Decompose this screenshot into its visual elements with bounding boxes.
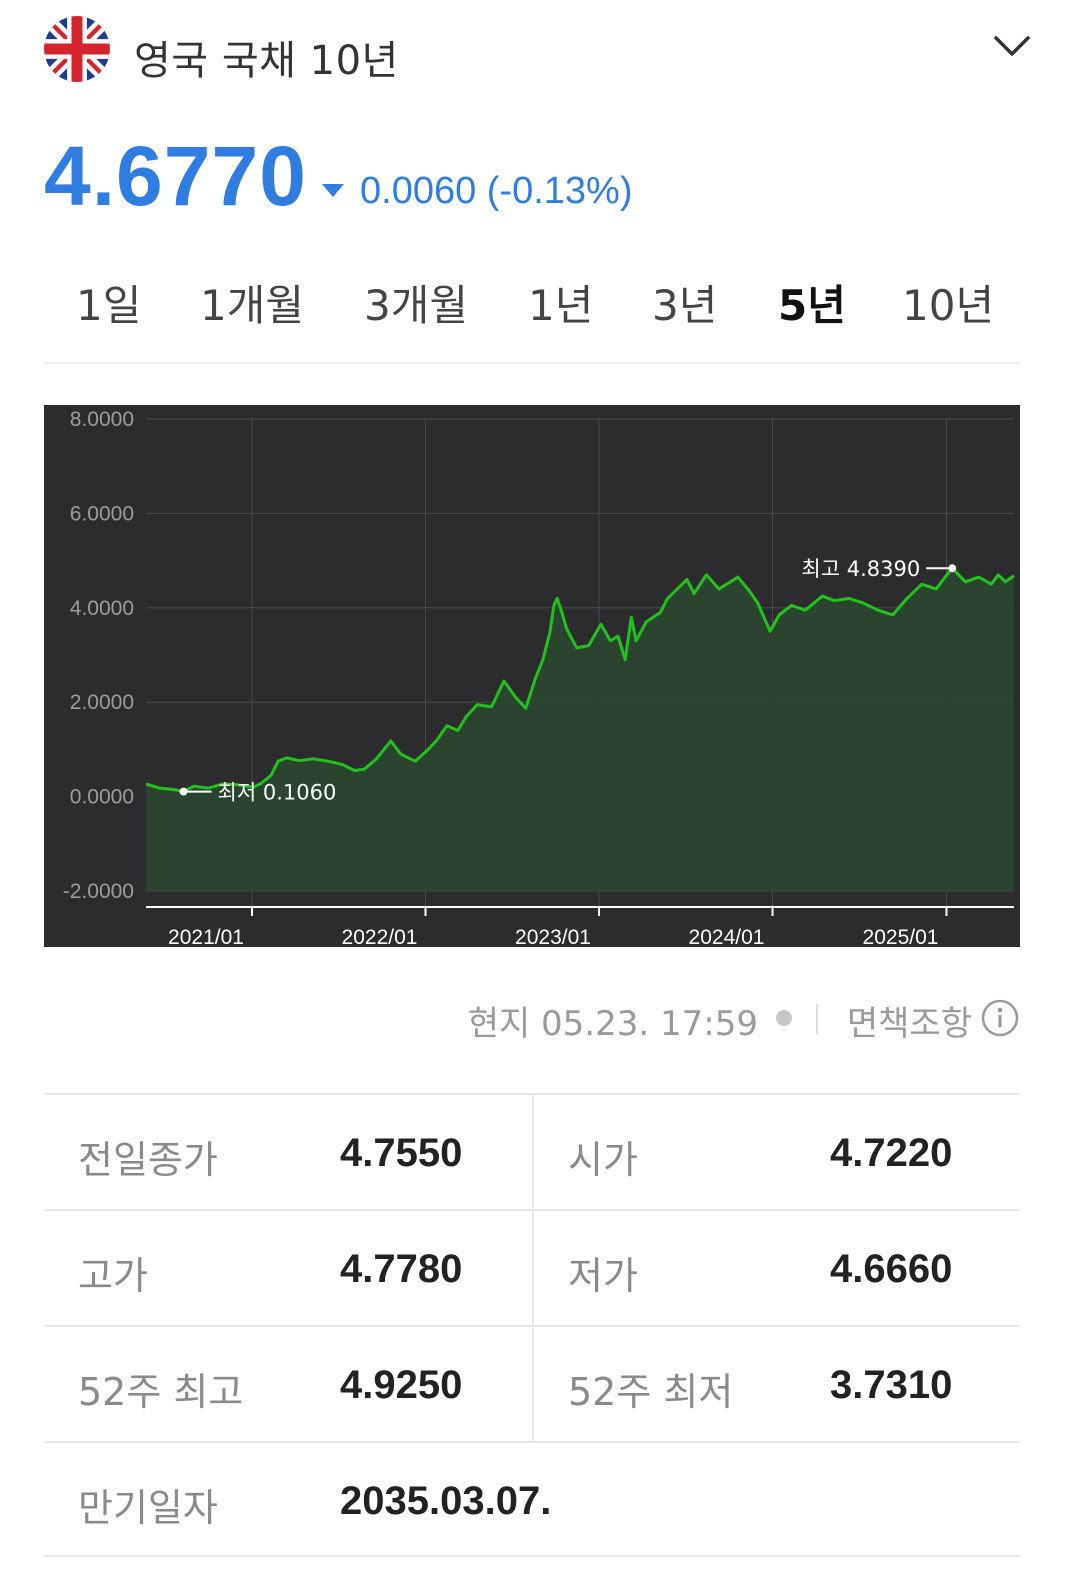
divider — [816, 1004, 818, 1034]
stat-label-maturity: 만기일자 — [78, 1486, 218, 1530]
uk-flag-icon — [44, 16, 110, 82]
page-title: 영국 국채 10년 — [134, 38, 399, 84]
tab-1y[interactable]: 1년 — [528, 281, 594, 330]
price-chart[interactable]: 8.0000 6.0000 4.0000 2.0000 0.0000 -2.0000 202… — [44, 405, 1020, 947]
stat-value-open: 4.7220 — [830, 1131, 953, 1175]
tab-3m[interactable]: 3개월 — [364, 281, 469, 330]
table-row: 52주 최고 4.9250 52주 최저 3.7310 — [44, 1325, 1020, 1441]
tab-5y[interactable]: 5년 — [778, 281, 846, 330]
divider — [532, 1327, 534, 1441]
x-tick-label: 2022/01 — [342, 926, 418, 947]
series-line — [145, 566, 1015, 793]
tab-1d[interactable]: 1일 — [76, 281, 142, 330]
stat-value-prev-close: 4.7550 — [340, 1131, 463, 1175]
period-tabs: 1일 1개월 3개월 1년 3년 5년 10년 — [44, 260, 1020, 364]
table-row: 고가 4.7780 저가 4.6660 — [44, 1209, 1020, 1325]
stat-label-open: 시가 — [568, 1138, 638, 1182]
tab-3y[interactable]: 3년 — [652, 281, 718, 330]
x-tick-label: 2023/01 — [515, 926, 591, 947]
status-dot-icon — [776, 1010, 792, 1026]
current-price: 4.6770 — [44, 129, 307, 223]
y-tick-label: 4.0000 — [70, 597, 134, 620]
tab-10y[interactable]: 10년 — [902, 281, 995, 330]
stats-table: 전일종가 4.7550 시가 4.7220 고가 4.7780 저가 4.666… — [44, 1093, 1020, 1557]
y-tick-label: -2.0000 — [63, 880, 134, 903]
tab-1m[interactable]: 1개월 — [200, 281, 305, 330]
stat-label-prev-close: 전일종가 — [78, 1138, 218, 1182]
divider — [532, 1095, 534, 1209]
stat-label-52w-low: 52주 최저 — [568, 1370, 734, 1414]
stat-value-low: 4.6660 — [830, 1247, 953, 1291]
stat-value-52w-high: 4.9250 — [340, 1363, 463, 1407]
quote-meta: 현지 05.23. 17:59 면책조항 — [44, 990, 1020, 1050]
stat-label-52w-high: 52주 최고 — [78, 1370, 244, 1414]
divider — [532, 1211, 534, 1325]
x-tick-label: 2025/01 — [863, 926, 939, 947]
table-row: 전일종가 4.7550 시가 4.7220 — [44, 1093, 1020, 1209]
y-tick-label: 2.0000 — [70, 691, 134, 714]
info-icon[interactable] — [980, 998, 1020, 1038]
stat-label-high: 고가 — [78, 1254, 148, 1298]
chevron-down-icon[interactable] — [990, 24, 1034, 68]
series-area — [146, 568, 1014, 891]
stat-value-maturity: 2035.03.07. — [340, 1479, 552, 1523]
header: 영국 국채 10년 — [44, 16, 1034, 88]
annotation-label: 최저 0.1060 — [218, 781, 337, 805]
stat-value-52w-low: 3.7310 — [830, 1363, 953, 1407]
price-change: 0.0060 (-0.13%) — [360, 170, 633, 212]
stat-value-high: 4.7780 — [340, 1247, 463, 1291]
annotation-label: 최고 4.8390 — [801, 557, 920, 581]
down-arrow-icon — [322, 184, 344, 197]
x-tick-label: 2024/01 — [689, 926, 765, 947]
y-tick-label: 8.0000 — [70, 408, 134, 431]
y-tick-label: 6.0000 — [70, 502, 134, 525]
stat-label-low: 저가 — [568, 1254, 638, 1298]
x-tick-label: 2021/01 — [168, 926, 244, 947]
disclaimer-link[interactable]: 면책조항 — [846, 1004, 972, 1044]
y-tick-label: 0.0000 — [70, 786, 134, 809]
table-row: 만기일자 2035.03.07. — [44, 1441, 1020, 1557]
timestamp: 현지 05.23. 17:59 — [467, 1004, 758, 1044]
